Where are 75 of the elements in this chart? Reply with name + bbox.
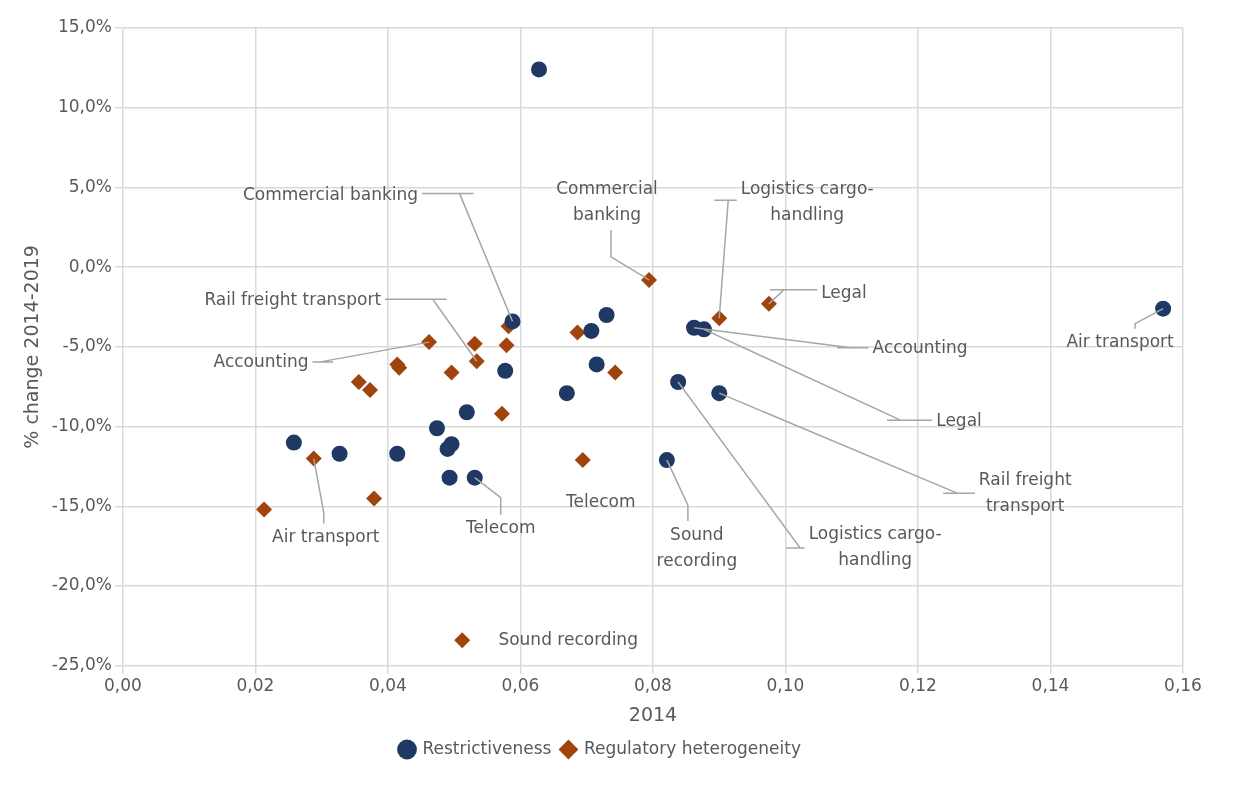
point [366, 490, 383, 507]
y-tick-label: 0,0% [68, 255, 112, 276]
x-tick-label: 0,06 [501, 675, 540, 696]
annotation: Air transport [1066, 331, 1175, 352]
point [1155, 300, 1172, 317]
point [468, 353, 485, 370]
x-tick-label: 0,12 [899, 675, 937, 696]
point [458, 404, 475, 421]
point [331, 445, 348, 462]
point [583, 322, 600, 339]
legend-label: Regulatory heterogeneity [583, 737, 801, 758]
y-tick-label: 5,0% [68, 175, 112, 196]
annotation: Telecom [565, 490, 636, 511]
point [362, 381, 379, 398]
x-tick-label: 0,00 [104, 675, 142, 696]
y-tick-label: -15,0% [51, 494, 112, 515]
point [574, 452, 591, 469]
annotation: Commercial banking [242, 183, 419, 204]
point [305, 450, 322, 467]
point [285, 434, 302, 451]
annotation: Accounting [872, 337, 968, 358]
point [598, 307, 615, 324]
point [421, 334, 438, 351]
x-tick-label: 0,04 [369, 675, 407, 696]
point [569, 324, 586, 341]
annotation: Legal [821, 282, 867, 303]
point [466, 469, 483, 486]
annotation: Rail freight transport [204, 288, 382, 309]
annotation: Sound recording [498, 628, 638, 649]
point [466, 335, 483, 352]
y-tick-label: -25,0% [51, 654, 112, 675]
y-tick-label: -20,0% [51, 574, 112, 595]
annotation: Telecom [465, 517, 536, 538]
x-tick-label: 0,08 [634, 675, 672, 696]
x-tick-label: 0,14 [1031, 675, 1070, 696]
annotation: Logistics cargo-handling [808, 523, 942, 570]
point [441, 469, 458, 486]
point [493, 405, 510, 422]
y-tick-label: -10,0% [51, 415, 112, 436]
x-tick-label: 0,10 [766, 675, 805, 696]
point [670, 373, 687, 390]
point [498, 337, 515, 354]
x-tick-label: 0,02 [236, 675, 275, 696]
point [497, 362, 514, 379]
point [558, 385, 575, 402]
point [443, 364, 460, 381]
annotation: Sound recording [656, 523, 738, 570]
point [607, 364, 624, 381]
x-axis-title: 2014 [628, 702, 678, 725]
point [711, 310, 728, 327]
point [711, 385, 728, 402]
annotation: Commercial banking [556, 178, 658, 225]
annotation: Accounting [213, 350, 309, 371]
legend-label: Restrictiveness [422, 737, 552, 758]
annotation: Rail freight transport [978, 468, 1072, 515]
point [428, 420, 445, 437]
annotation: Logistics cargo-handling [740, 177, 874, 224]
x-tick-label: 0,16 [1164, 675, 1202, 696]
point [658, 452, 675, 469]
point [389, 445, 406, 462]
point [531, 61, 548, 78]
point [504, 313, 521, 330]
y-tick-label: 10,0% [57, 96, 112, 117]
y-tick-label: 15,0% [57, 16, 112, 37]
annotation: Legal [936, 409, 982, 430]
point [640, 271, 657, 288]
y-tick-label: -5,0% [62, 335, 112, 356]
point [439, 440, 456, 457]
y-axis-title: % change 2014-2019 [20, 245, 43, 449]
point [588, 356, 605, 373]
point [350, 373, 367, 390]
annotation: Air transport [272, 525, 380, 546]
point [256, 501, 273, 518]
point [454, 632, 471, 649]
point [760, 295, 777, 312]
